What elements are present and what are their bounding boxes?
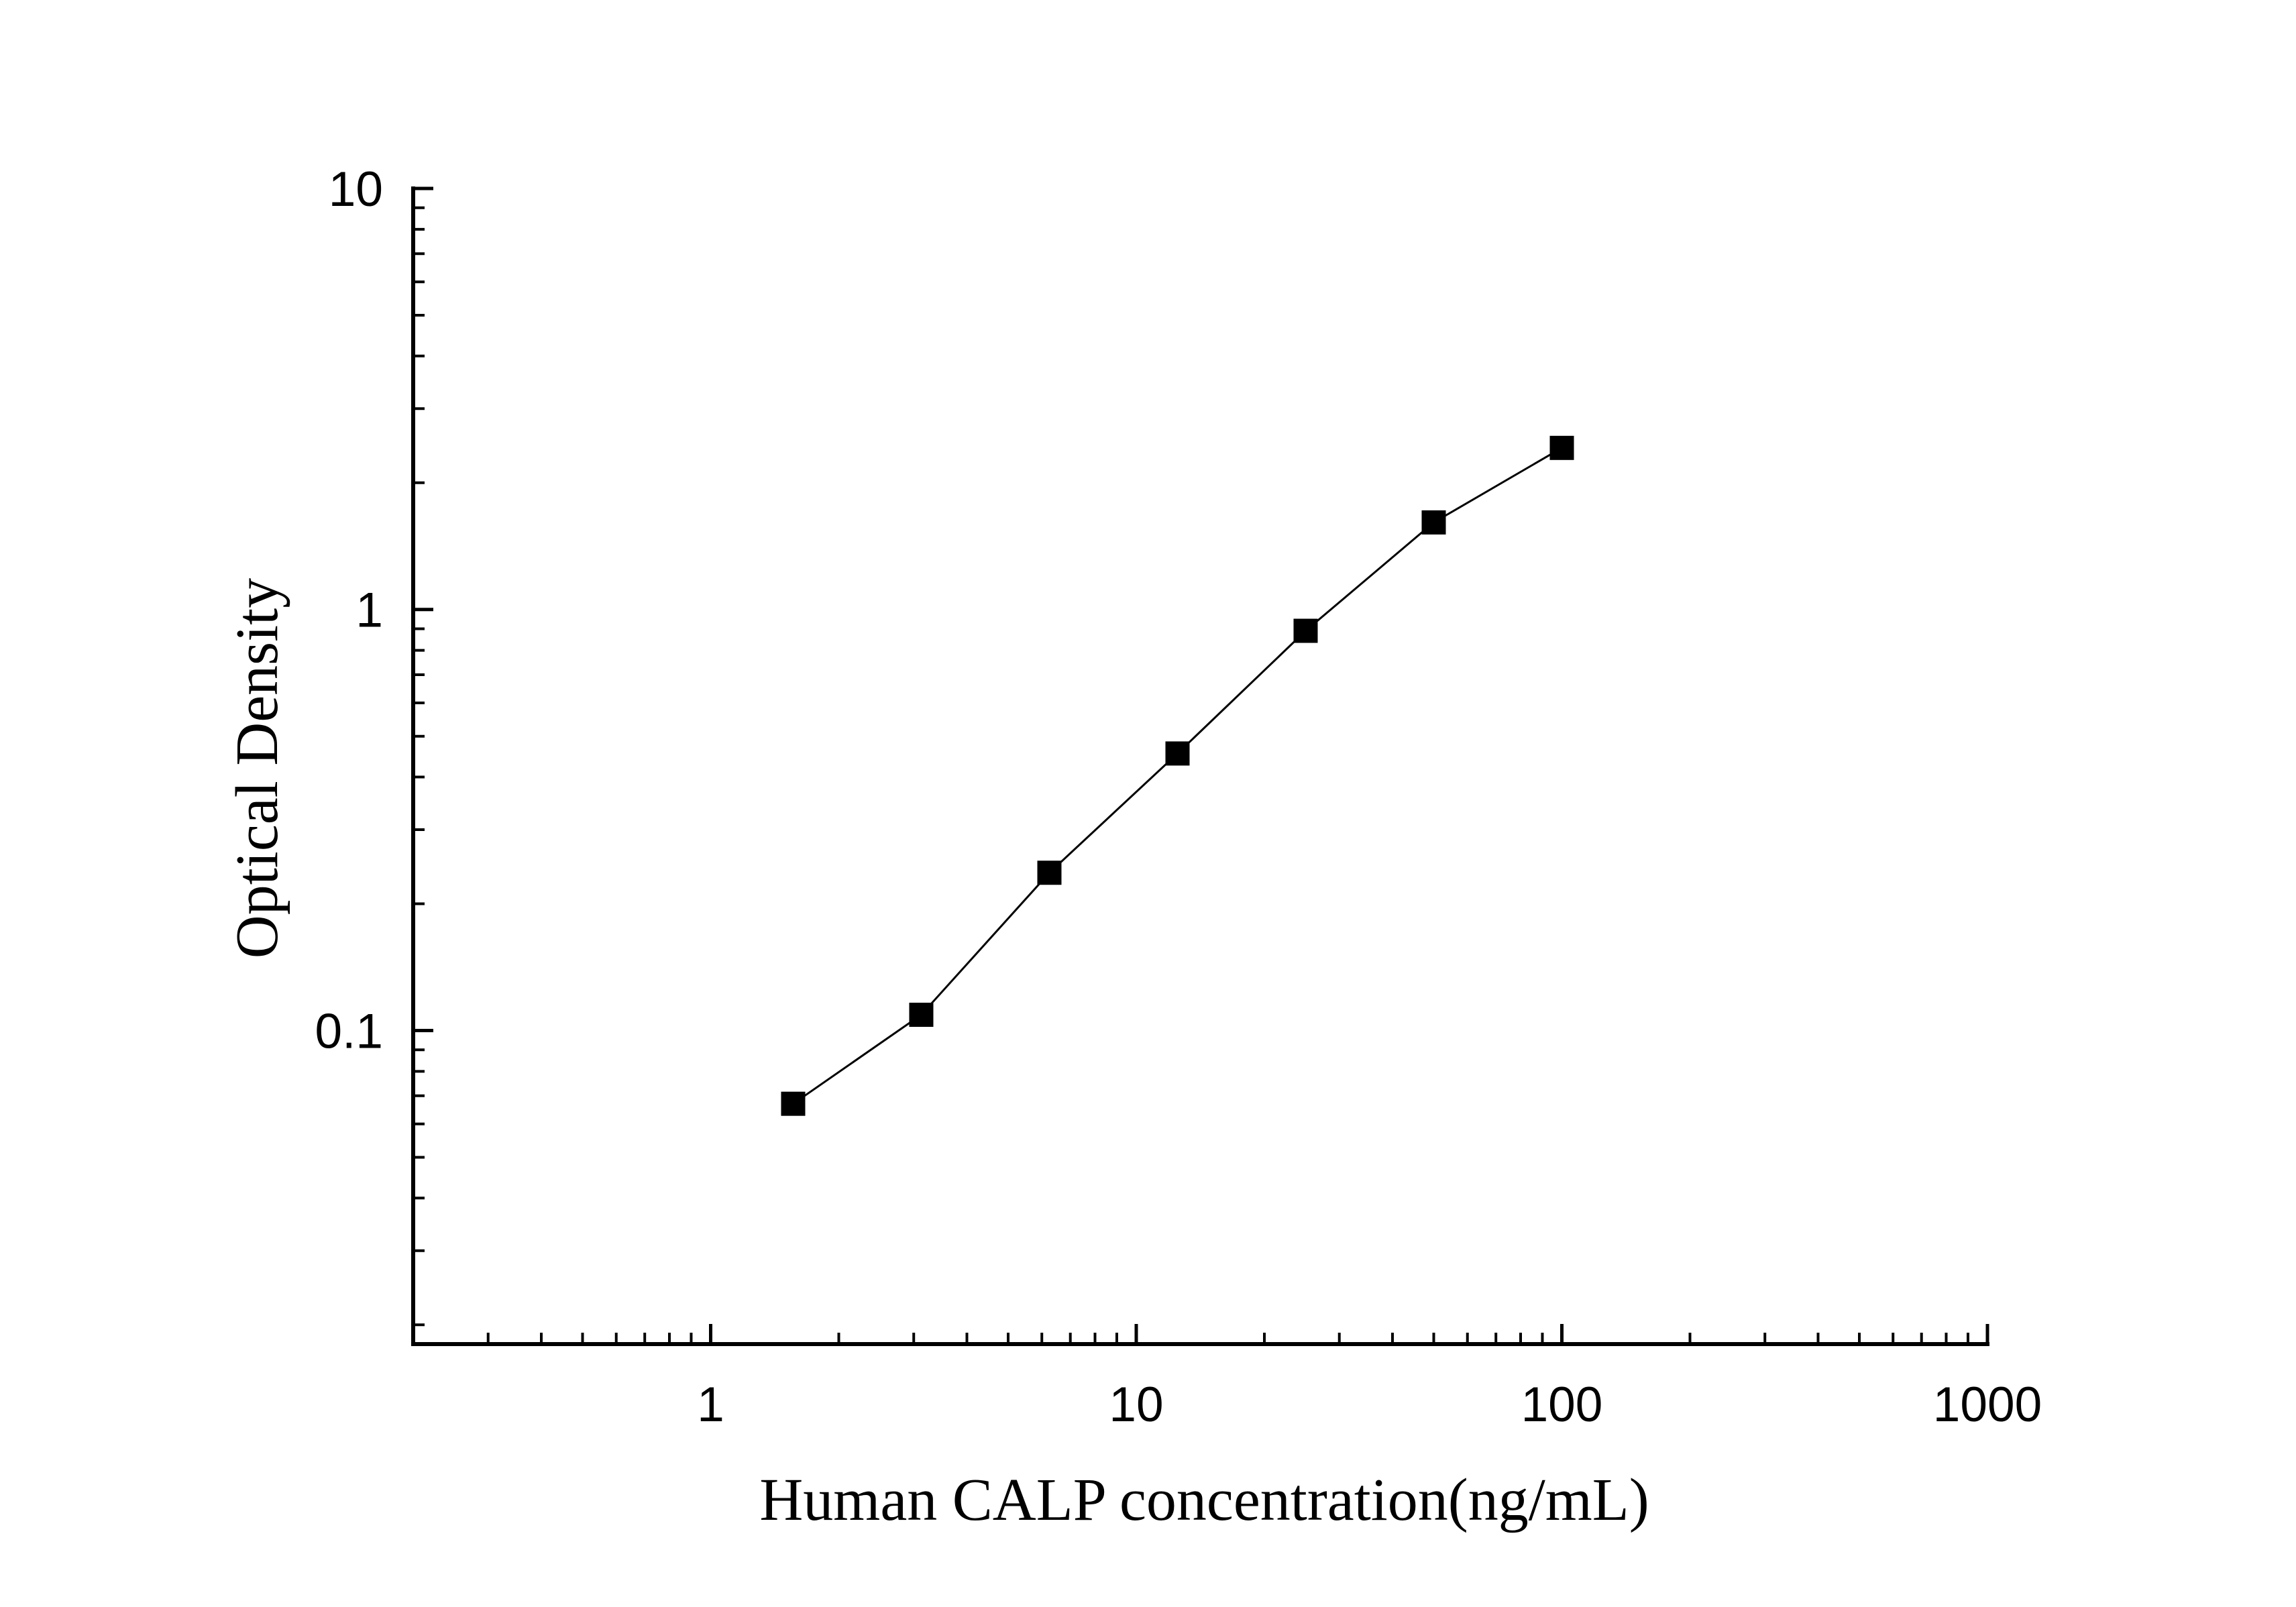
data-point <box>1293 618 1318 643</box>
data-point <box>1037 861 1062 885</box>
x-tick-label: 1000 <box>1933 1378 2042 1432</box>
tick-labels-layer: 1 10 100 1000 0.1 1 10 <box>315 162 2042 1432</box>
series-layer <box>781 435 1574 1116</box>
data-point <box>1549 435 1574 460</box>
data-point <box>1421 510 1446 535</box>
x-tick-label: 10 <box>1109 1378 1163 1432</box>
x-axis-title: Human CALP concentration(ng/mL) <box>759 1467 1649 1533</box>
y-tick-label: 10 <box>329 162 383 217</box>
data-point <box>781 1091 806 1116</box>
y-axis-title: Optical Density <box>224 578 290 958</box>
ticks-layer <box>412 186 1989 1344</box>
x-tick-label: 1 <box>697 1378 724 1432</box>
y-tick-label: 0.1 <box>315 1004 383 1058</box>
x-tick-label: 100 <box>1521 1378 1603 1432</box>
axes-layer <box>411 186 1989 1346</box>
data-point <box>909 1003 934 1028</box>
data-point <box>1165 741 1190 766</box>
y-tick-label: 1 <box>356 584 383 638</box>
series-line <box>792 447 1563 1105</box>
